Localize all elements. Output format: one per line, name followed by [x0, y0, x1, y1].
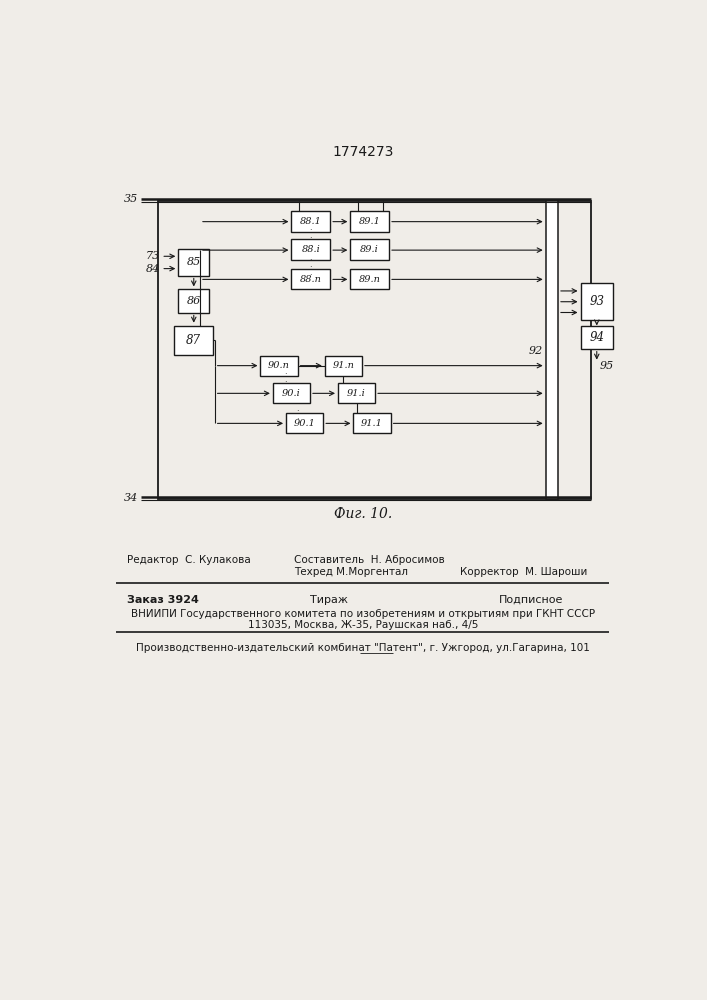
Bar — [273, 383, 310, 403]
Text: Тираж: Тираж — [310, 595, 348, 605]
Text: Корректор  М. Шароши: Корректор М. Шароши — [460, 567, 588, 577]
Text: 34: 34 — [124, 493, 138, 503]
Text: .
.
.: . . . — [310, 253, 312, 277]
Text: Производственно-издательский комбинат "Патент", г. Ужгород, ул.Гагарина, 101: Производственно-издательский комбинат "П… — [136, 643, 590, 653]
Bar — [178, 249, 209, 276]
Bar — [178, 289, 209, 312]
Bar — [291, 269, 330, 289]
Text: 92: 92 — [528, 346, 542, 356]
Text: .
.
.: . . . — [310, 223, 312, 248]
Text: 93: 93 — [589, 295, 604, 308]
Text: 84: 84 — [146, 264, 160, 274]
Text: 88.1: 88.1 — [300, 217, 322, 226]
Text: 90.1: 90.1 — [293, 419, 315, 428]
Text: Техред М.Моргентал: Техред М.Моргентал — [293, 567, 408, 577]
Text: 113035, Москва, Ж-35, Раушская наб., 4/5: 113035, Москва, Ж-35, Раушская наб., 4/5 — [247, 620, 478, 630]
Text: Заказ 3924: Заказ 3924 — [127, 595, 199, 605]
Text: 90.i: 90.i — [282, 389, 300, 398]
Bar — [351, 211, 389, 232]
Bar — [158, 201, 590, 499]
Text: Фиг. 10.: Фиг. 10. — [334, 507, 392, 521]
Text: 94: 94 — [589, 331, 604, 344]
Bar — [286, 413, 323, 433]
Text: .
.
.: . . . — [296, 397, 299, 421]
Text: 89.i: 89.i — [361, 245, 379, 254]
Text: Редактор  С. Кулакова: Редактор С. Кулакова — [127, 555, 251, 565]
Text: 90.n: 90.n — [268, 361, 290, 370]
Bar — [260, 356, 298, 376]
Text: Подписное: Подписное — [499, 595, 563, 605]
Bar — [175, 326, 213, 355]
Bar — [580, 283, 613, 320]
Text: 89.1: 89.1 — [358, 217, 380, 226]
Text: 91.1: 91.1 — [361, 419, 383, 428]
Bar — [351, 269, 389, 289]
Text: 88.i: 88.i — [301, 245, 320, 254]
Text: 85: 85 — [187, 257, 201, 267]
Bar — [354, 413, 391, 433]
Text: 1774273: 1774273 — [332, 145, 393, 159]
Bar — [546, 201, 558, 499]
Text: .
.
.: . . . — [284, 367, 286, 392]
Text: 86: 86 — [187, 296, 201, 306]
Text: 35: 35 — [124, 194, 138, 204]
Text: 89.n: 89.n — [358, 275, 380, 284]
Bar — [291, 239, 330, 260]
Text: 91.i: 91.i — [347, 389, 366, 398]
Bar — [351, 239, 389, 260]
Text: 95: 95 — [600, 361, 614, 371]
Text: 73: 73 — [146, 251, 160, 261]
Bar — [580, 326, 613, 349]
Bar — [338, 383, 375, 403]
Text: 88.n: 88.n — [300, 275, 322, 284]
Bar — [291, 211, 330, 232]
Text: 87: 87 — [186, 334, 201, 347]
Text: Составитель  Н. Абросимов: Составитель Н. Абросимов — [293, 555, 445, 565]
Text: 91.n: 91.n — [332, 361, 354, 370]
Bar — [325, 356, 362, 376]
Text: ВНИИПИ Государственного комитета по изобретениям и открытиям при ГКНТ СССР: ВНИИПИ Государственного комитета по изоб… — [131, 609, 595, 619]
